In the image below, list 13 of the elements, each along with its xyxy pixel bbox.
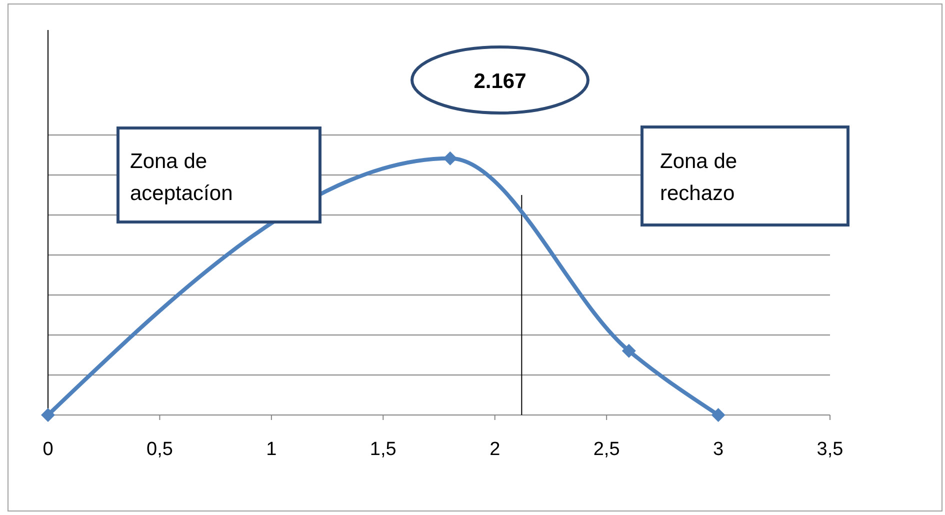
- x-tick-label: 3: [712, 439, 724, 460]
- x-tick-label: 0: [42, 439, 54, 460]
- text: 2.167: [474, 70, 526, 93]
- annotation: Zona de aceptacíon: [130, 150, 233, 205]
- text-box: Zona de rechazo: [640, 126, 850, 226]
- x-tick-label: 2: [490, 439, 500, 460]
- x-tick-label: 3,5: [816, 439, 844, 460]
- x-tick-label: 1: [266, 439, 277, 460]
- x-tick-label: 1,5: [370, 439, 396, 460]
- annotation: Zona de rechazo: [660, 150, 738, 205]
- x-tick-label: 0,5: [146, 439, 173, 460]
- text-box: Zona de aceptacíon: [116, 126, 322, 224]
- x-tick-label: 2,5: [593, 439, 620, 460]
